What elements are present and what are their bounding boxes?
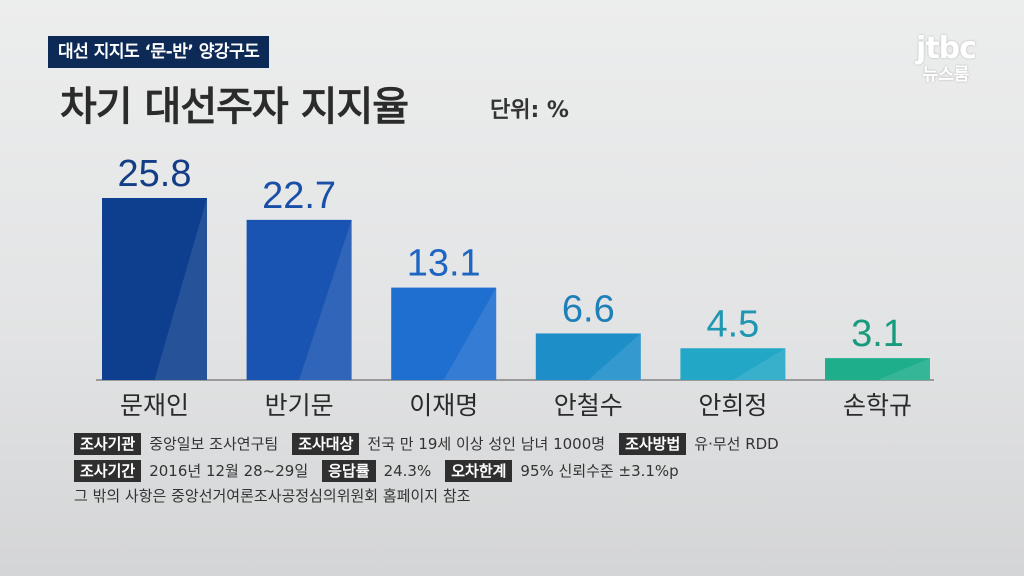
note-label: 조사기관 [74, 432, 142, 455]
bar-이재명 [391, 287, 497, 380]
bar-손학규 [825, 358, 930, 380]
bar-반기문 [246, 219, 352, 380]
bar-sheen [299, 219, 352, 380]
note-label: 조사기간 [74, 459, 142, 482]
notes-footer: 그 밖의 사항은 중앙선거여론조사공정심의위원회 홈페이지 참조 [74, 487, 471, 505]
bar-문재인 [102, 198, 207, 380]
value-label: 25.8 [118, 153, 192, 195]
bar-안철수 [535, 333, 641, 380]
logo-text: jtbc [916, 31, 977, 66]
value-label: 3.1 [851, 313, 904, 355]
chart-title: 차기 대선주자 지지율 [60, 84, 409, 130]
bar-sheen [443, 287, 497, 380]
bar-sheen [154, 198, 207, 380]
category-label: 손학규 [843, 391, 912, 420]
value-label: 13.1 [407, 243, 481, 285]
topic-tag: 대선 지지도 ‘문-반’ 양강구도 [48, 36, 270, 68]
note-label: 조사방법 [619, 432, 687, 455]
note-value: 중앙일보 조사연구팀 [149, 435, 279, 453]
unit-label: 단위: % [490, 98, 569, 123]
logo-subtext: 뉴스룸 [922, 65, 970, 85]
category-label: 문재인 [120, 391, 189, 420]
note-value: 24.3% [383, 461, 432, 480]
bar-sheen [732, 348, 786, 380]
category-label: 반기문 [265, 391, 334, 420]
notes-row-2: 조사기간 2016년 12월 28~29일 응답률 24.3% 오차한계 95%… [74, 457, 793, 484]
bar-sheen [877, 358, 930, 380]
note-label: 오차한계 [445, 459, 513, 482]
note-value: 유·무선 RDD [694, 435, 779, 453]
value-label: 6.6 [562, 288, 615, 330]
category-label: 안철수 [554, 391, 623, 420]
bars-group: 25.8 문재인 22.7 반기문 13.1 이재명 6.6 안철수 4.5 안희정 3.1 손학규 [102, 153, 930, 420]
bar-sheen [588, 333, 641, 380]
note-value: 전국 만 19세 이상 성인 남녀 1000명 [367, 435, 606, 453]
category-label: 안희정 [698, 391, 767, 420]
notes-row-1: 조사기관 중앙일보 조사연구팀 조사대상 전국 만 19세 이상 성인 남녀 1… [74, 430, 793, 457]
channel-logo: jtbc 뉴스룸 [906, 34, 986, 86]
note-value: 95% 신뢰수준 ±3.1%p [520, 462, 679, 480]
value-label: 22.7 [262, 175, 336, 217]
bar-안희정 [680, 348, 786, 380]
category-label: 이재명 [409, 391, 478, 420]
note-label: 응답률 [322, 459, 376, 482]
survey-notes: 조사기관 중앙일보 조사연구팀 조사대상 전국 만 19세 이상 성인 남녀 1… [74, 430, 793, 508]
note-value: 2016년 12월 28~29일 [149, 462, 309, 480]
note-label: 조사대상 [292, 432, 360, 455]
value-label: 4.5 [706, 303, 759, 345]
